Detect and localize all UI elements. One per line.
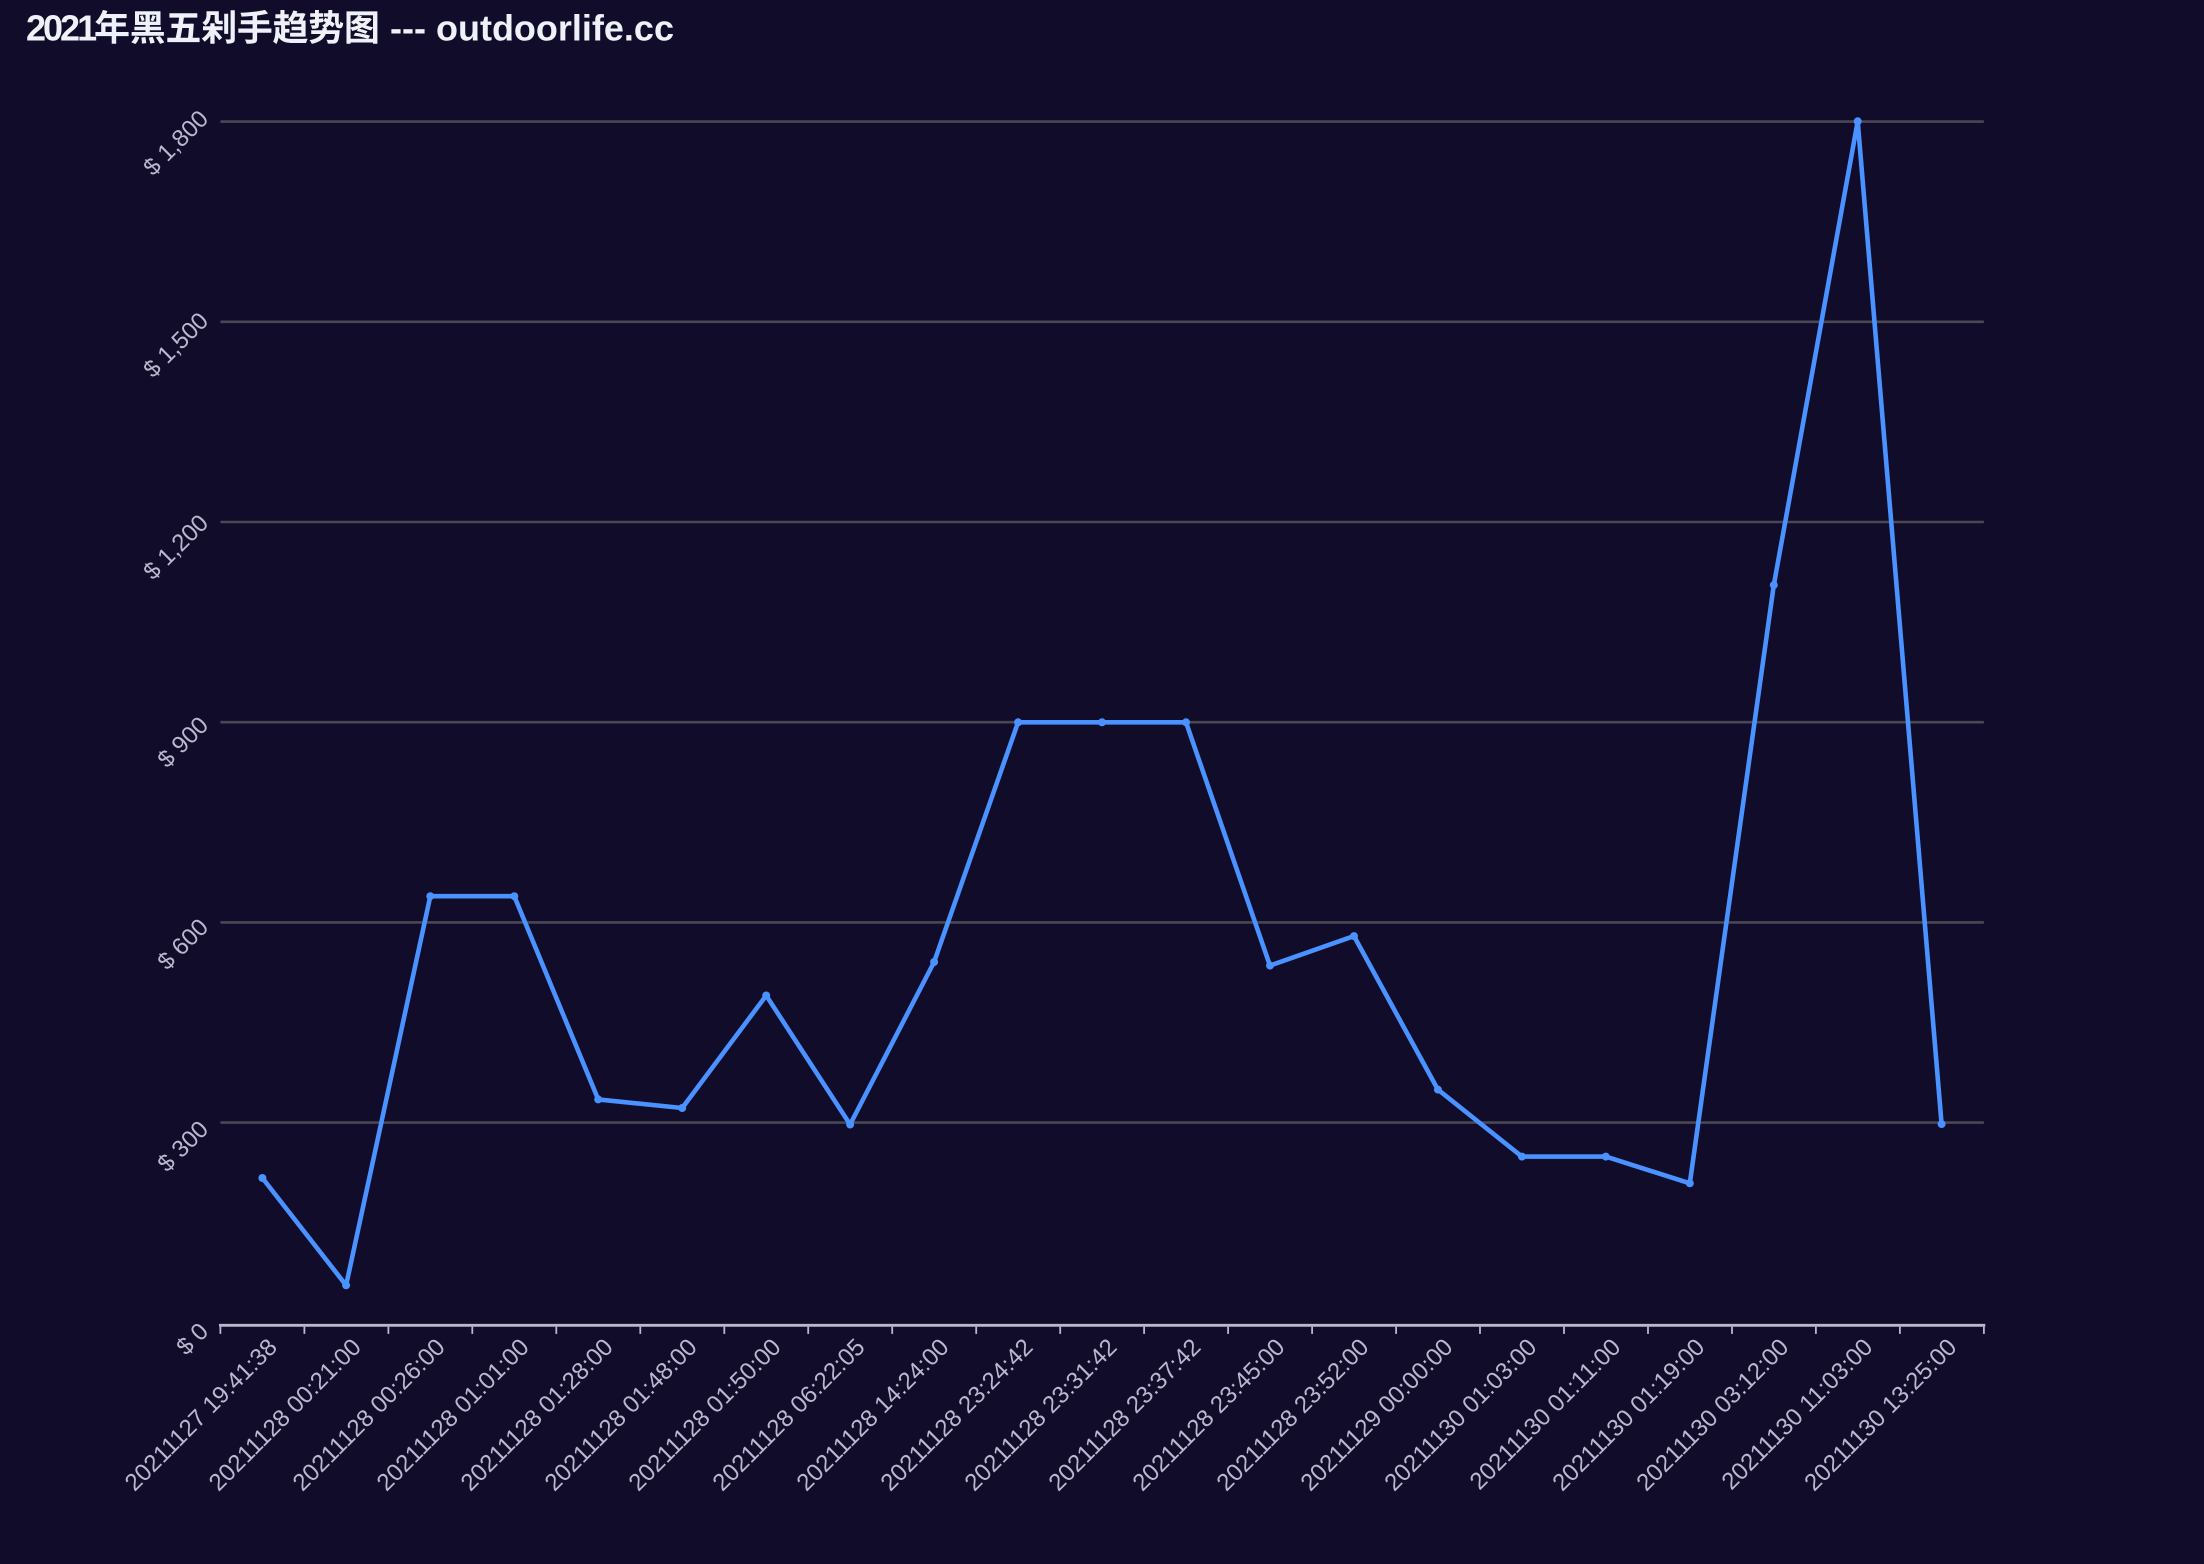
svg-text:2021: 2021: [26, 8, 97, 49]
svg-text:--- outdoorlife.cc: --- outdoorlife.cc: [380, 8, 674, 49]
